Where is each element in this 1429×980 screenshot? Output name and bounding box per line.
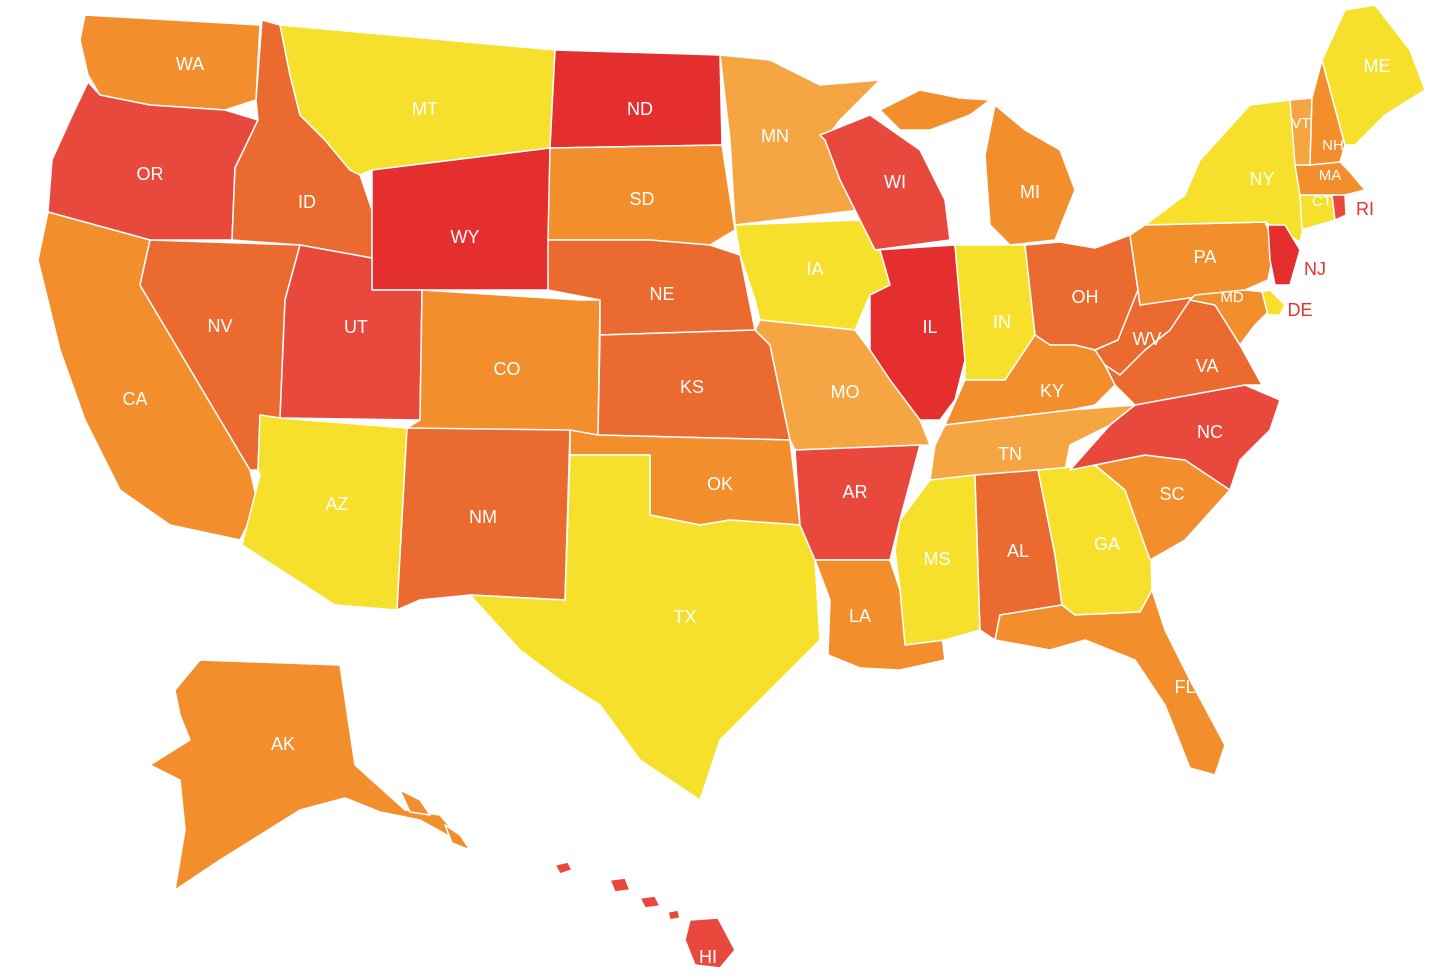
state-label-wa: WA — [176, 54, 204, 74]
state-label-mo: MO — [831, 382, 860, 402]
state-tn — [929, 404, 1136, 481]
state-label-il: IL — [922, 317, 937, 337]
state-label-nc: NC — [1197, 422, 1223, 442]
state-shape-ak — [444, 824, 471, 851]
state-label-ms: MS — [924, 549, 951, 569]
state-label-in: IN — [993, 312, 1011, 332]
state-shape-fl — [994, 589, 1226, 776]
state-label-oh: OH — [1072, 287, 1099, 307]
state-label-nv: NV — [207, 316, 232, 336]
state-shape-mi — [984, 104, 1076, 246]
state-label-wy: WY — [451, 227, 480, 247]
state-label-or: OR — [137, 164, 164, 184]
state-de — [1261, 289, 1286, 316]
state-label-nm: NM — [469, 507, 497, 527]
state-label-ga: GA — [1094, 534, 1120, 554]
state-label-tx: TX — [673, 607, 696, 627]
state-label-nd: ND — [627, 99, 653, 119]
state-shape-nj — [1267, 224, 1301, 286]
state-shape-hi — [639, 895, 661, 909]
state-label-ky: KY — [1040, 381, 1064, 401]
state-shape-hi — [609, 877, 631, 893]
state-label-wv: WV — [1133, 329, 1162, 349]
state-label-tn: TN — [998, 444, 1022, 464]
state-label-al: AL — [1007, 541, 1029, 561]
state-shape-tx — [469, 454, 821, 801]
state-label-id: ID — [298, 192, 316, 212]
state-label-ar: AR — [842, 482, 867, 502]
state-shape-me — [1321, 4, 1426, 146]
state-label-ma: MA — [1319, 167, 1342, 184]
state-shape-nh — [1309, 59, 1346, 166]
state-shape-md — [1189, 289, 1271, 346]
state-shape-ri — [1331, 194, 1347, 221]
state-wy — [371, 147, 551, 291]
state-label-mi: MI — [1020, 182, 1040, 202]
state-label-nj: NJ — [1304, 259, 1326, 279]
state-label-de: DE — [1287, 300, 1312, 320]
state-label-va: VA — [1196, 356, 1219, 376]
state-ri — [1331, 194, 1347, 221]
state-label-pa: PA — [1194, 247, 1217, 267]
state-label-sc: SC — [1159, 484, 1184, 504]
state-shape-de — [1261, 289, 1286, 316]
state-label-wi: WI — [884, 172, 906, 192]
state-label-co: CO — [494, 359, 521, 379]
state-label-fl: FL — [1174, 677, 1195, 697]
state-label-md: MD — [1220, 289, 1243, 306]
state-label-ut: UT — [344, 317, 368, 337]
state-fl — [994, 589, 1226, 776]
state-label-ok: OK — [707, 474, 733, 494]
state-nc — [1069, 384, 1281, 491]
state-md — [1189, 289, 1271, 346]
state-shape-wi — [819, 114, 951, 251]
state-mi — [879, 89, 1076, 246]
state-shape-ak — [149, 659, 466, 891]
state-label-me: ME — [1364, 56, 1391, 76]
state-label-ny: NY — [1249, 169, 1274, 189]
state-shape-ny — [1144, 99, 1306, 243]
state-shape-nc — [1069, 384, 1281, 491]
state-label-mt: MT — [412, 99, 438, 119]
state-label-ne: NE — [649, 284, 674, 304]
state-label-nh: NH — [1322, 137, 1344, 154]
state-nh — [1309, 59, 1346, 166]
state-label-sd: SD — [629, 189, 654, 209]
state-shape-ak — [399, 789, 431, 816]
state-ak — [149, 659, 471, 891]
state-shape-hi — [667, 909, 681, 921]
state-label-ks: KS — [680, 377, 704, 397]
state-wi — [819, 114, 951, 251]
state-shape-tn — [929, 404, 1136, 481]
state-shape-mi — [879, 89, 991, 131]
state-shape-hi — [684, 917, 736, 969]
state-shape-wy — [371, 147, 551, 291]
state-ny — [1144, 99, 1306, 243]
state-label-az: AZ — [325, 494, 348, 514]
state-me — [1321, 4, 1426, 146]
state-label-ri: RI — [1356, 199, 1374, 219]
state-hi — [554, 861, 736, 969]
state-shape-hi — [554, 861, 573, 875]
state-label-ak: AK — [271, 734, 295, 754]
state-label-la: LA — [849, 606, 871, 626]
state-label-vt: VT — [1291, 115, 1310, 132]
state-label-ia: IA — [806, 259, 823, 279]
state-label-hi: HI — [699, 947, 717, 967]
state-nj — [1267, 224, 1301, 286]
state-tx — [469, 454, 821, 801]
state-label-mn: MN — [761, 126, 789, 146]
state-label-ct: CT — [1312, 193, 1332, 210]
state-label-ca: CA — [122, 389, 147, 409]
